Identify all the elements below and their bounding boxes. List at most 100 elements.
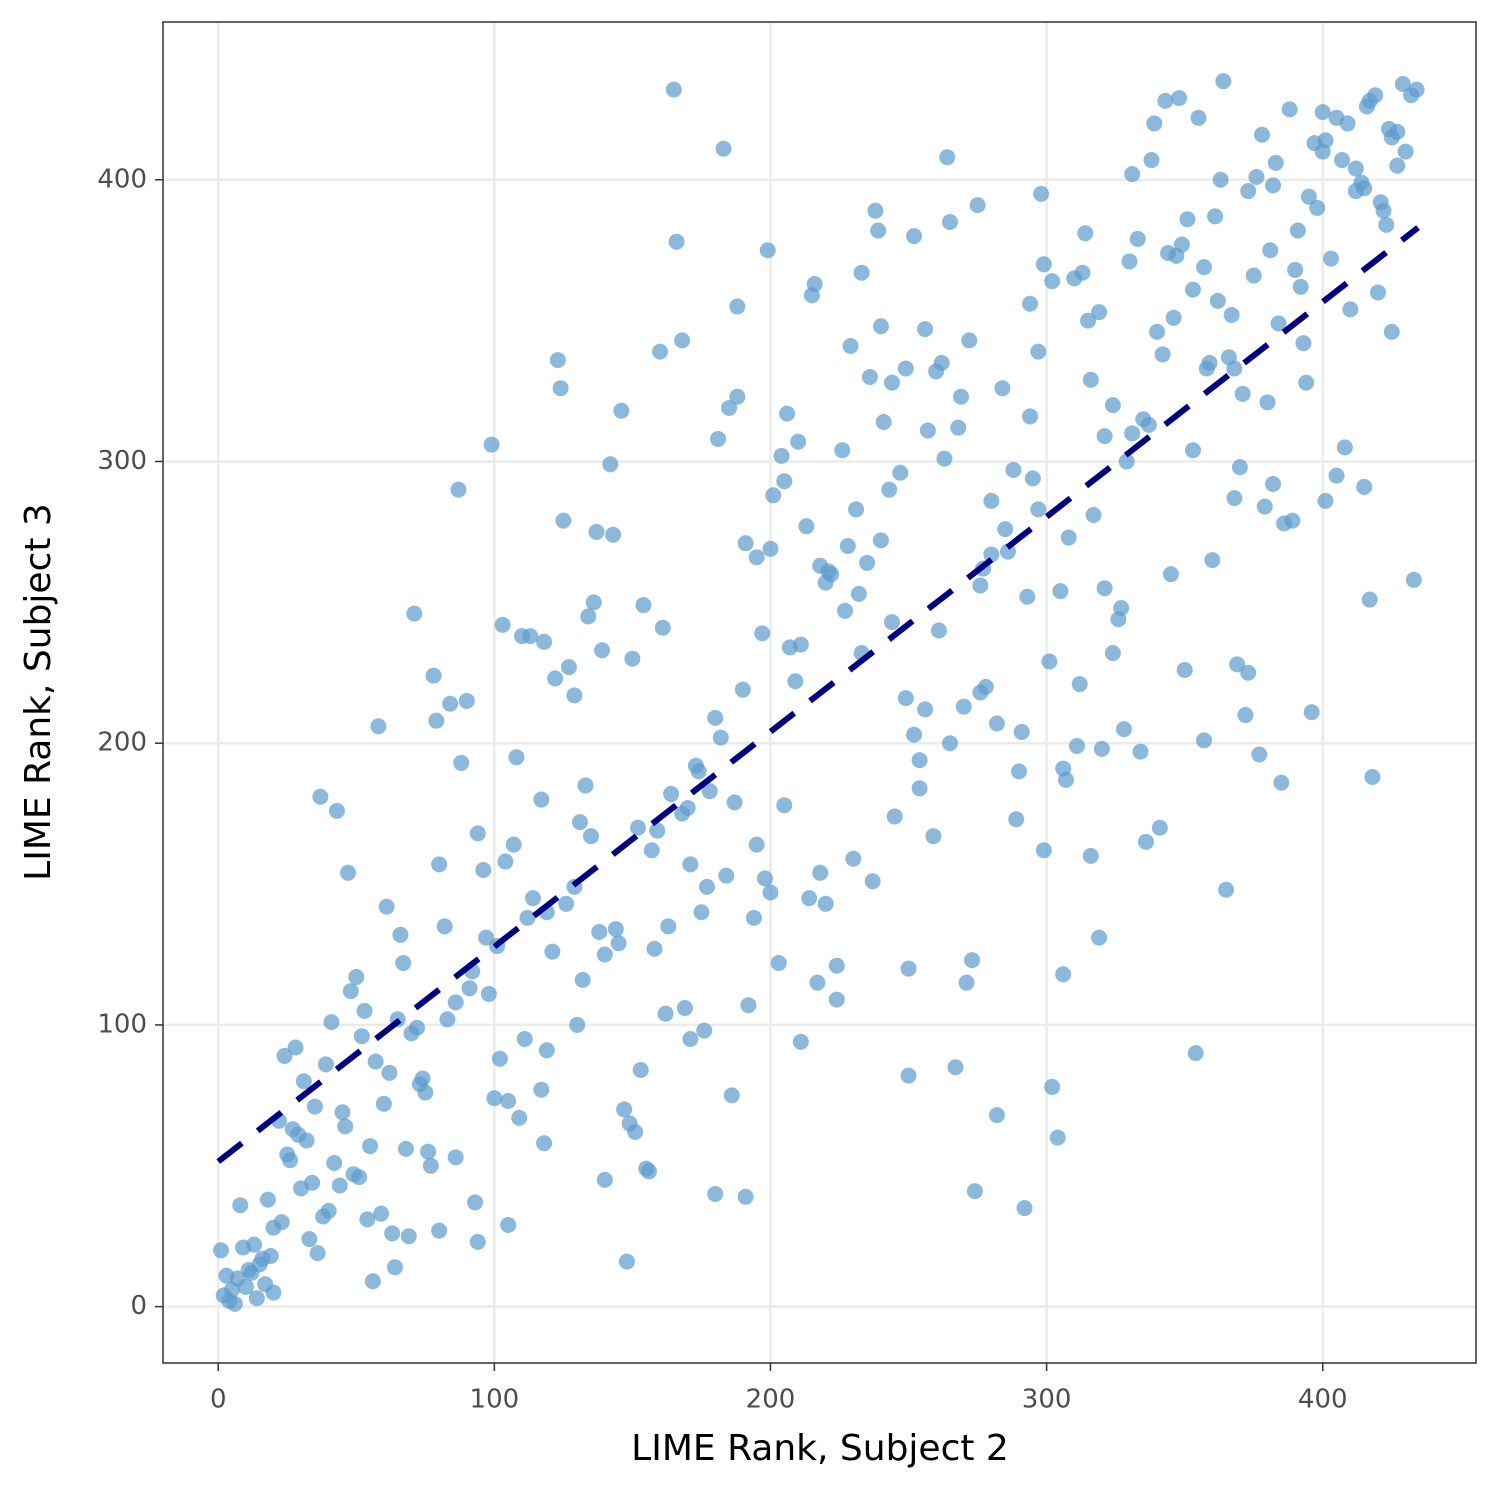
point <box>1240 664 1257 681</box>
point <box>613 402 630 419</box>
point <box>997 521 1014 538</box>
point <box>519 909 536 926</box>
point <box>301 1231 318 1248</box>
point <box>1154 346 1171 363</box>
point <box>848 501 865 518</box>
point <box>1198 360 1215 377</box>
point <box>1196 259 1213 276</box>
point <box>1187 1045 1204 1062</box>
point <box>458 692 475 709</box>
point <box>469 1233 486 1250</box>
point <box>1085 507 1102 524</box>
point <box>643 842 660 859</box>
point <box>1138 833 1155 850</box>
point <box>1030 343 1047 360</box>
point <box>861 368 878 385</box>
point <box>729 388 746 405</box>
point <box>701 783 718 800</box>
point <box>447 1149 464 1166</box>
point <box>566 687 583 704</box>
point <box>988 715 1005 732</box>
point <box>665 81 682 98</box>
point <box>698 878 715 895</box>
point <box>745 909 762 926</box>
point <box>420 1143 437 1160</box>
point <box>790 433 807 450</box>
x-tick-label: 300 <box>1022 1385 1072 1415</box>
point <box>837 602 854 619</box>
point <box>453 754 470 771</box>
point <box>594 642 611 659</box>
point <box>1033 185 1050 202</box>
point <box>1049 1129 1066 1146</box>
y-tick-label: 400 <box>97 164 147 194</box>
point <box>917 701 934 718</box>
point <box>839 538 856 555</box>
point <box>1022 408 1039 425</box>
point <box>1234 385 1251 402</box>
point <box>467 1194 484 1211</box>
point <box>964 952 981 969</box>
point <box>1397 143 1414 160</box>
point <box>999 543 1016 560</box>
point <box>911 752 928 769</box>
point <box>1253 126 1270 143</box>
point <box>574 971 591 988</box>
point <box>1334 152 1351 169</box>
point <box>1405 571 1422 588</box>
point <box>392 926 409 943</box>
point <box>1256 498 1273 515</box>
point <box>384 1225 401 1242</box>
point <box>1328 467 1345 484</box>
point <box>400 1228 417 1245</box>
point <box>569 1016 586 1033</box>
point <box>395 954 412 971</box>
point <box>1196 732 1213 749</box>
point <box>1364 769 1381 786</box>
point <box>1383 129 1400 146</box>
point <box>1369 284 1386 301</box>
point <box>897 360 914 377</box>
point <box>696 1022 713 1039</box>
point <box>798 518 815 535</box>
point <box>442 695 459 712</box>
point <box>1262 242 1279 259</box>
point <box>309 1245 326 1262</box>
point <box>883 614 900 631</box>
point <box>1358 98 1375 115</box>
point <box>1096 428 1113 445</box>
point <box>1121 253 1138 270</box>
point <box>776 473 793 490</box>
point <box>1317 492 1334 509</box>
point <box>439 1011 456 1028</box>
point <box>331 1177 348 1194</box>
point <box>941 214 958 231</box>
point <box>779 405 796 422</box>
point <box>1276 515 1293 532</box>
point <box>547 670 564 687</box>
point <box>710 430 727 447</box>
point <box>558 895 575 912</box>
point <box>676 1000 693 1017</box>
point <box>1030 501 1047 518</box>
point <box>936 450 953 467</box>
point <box>610 935 627 952</box>
point <box>1124 425 1141 442</box>
point <box>950 419 967 436</box>
y-tick-label: 100 <box>97 1009 147 1039</box>
point <box>1035 256 1052 273</box>
point <box>883 374 900 391</box>
point <box>864 873 881 890</box>
point <box>555 512 572 529</box>
point <box>721 399 738 416</box>
point <box>953 388 970 405</box>
point <box>596 946 613 963</box>
point <box>928 363 945 380</box>
point <box>282 1152 299 1169</box>
point <box>348 969 365 986</box>
point <box>602 456 619 473</box>
point <box>906 726 923 743</box>
point <box>259 1191 276 1208</box>
point <box>588 523 605 540</box>
point <box>679 800 696 817</box>
